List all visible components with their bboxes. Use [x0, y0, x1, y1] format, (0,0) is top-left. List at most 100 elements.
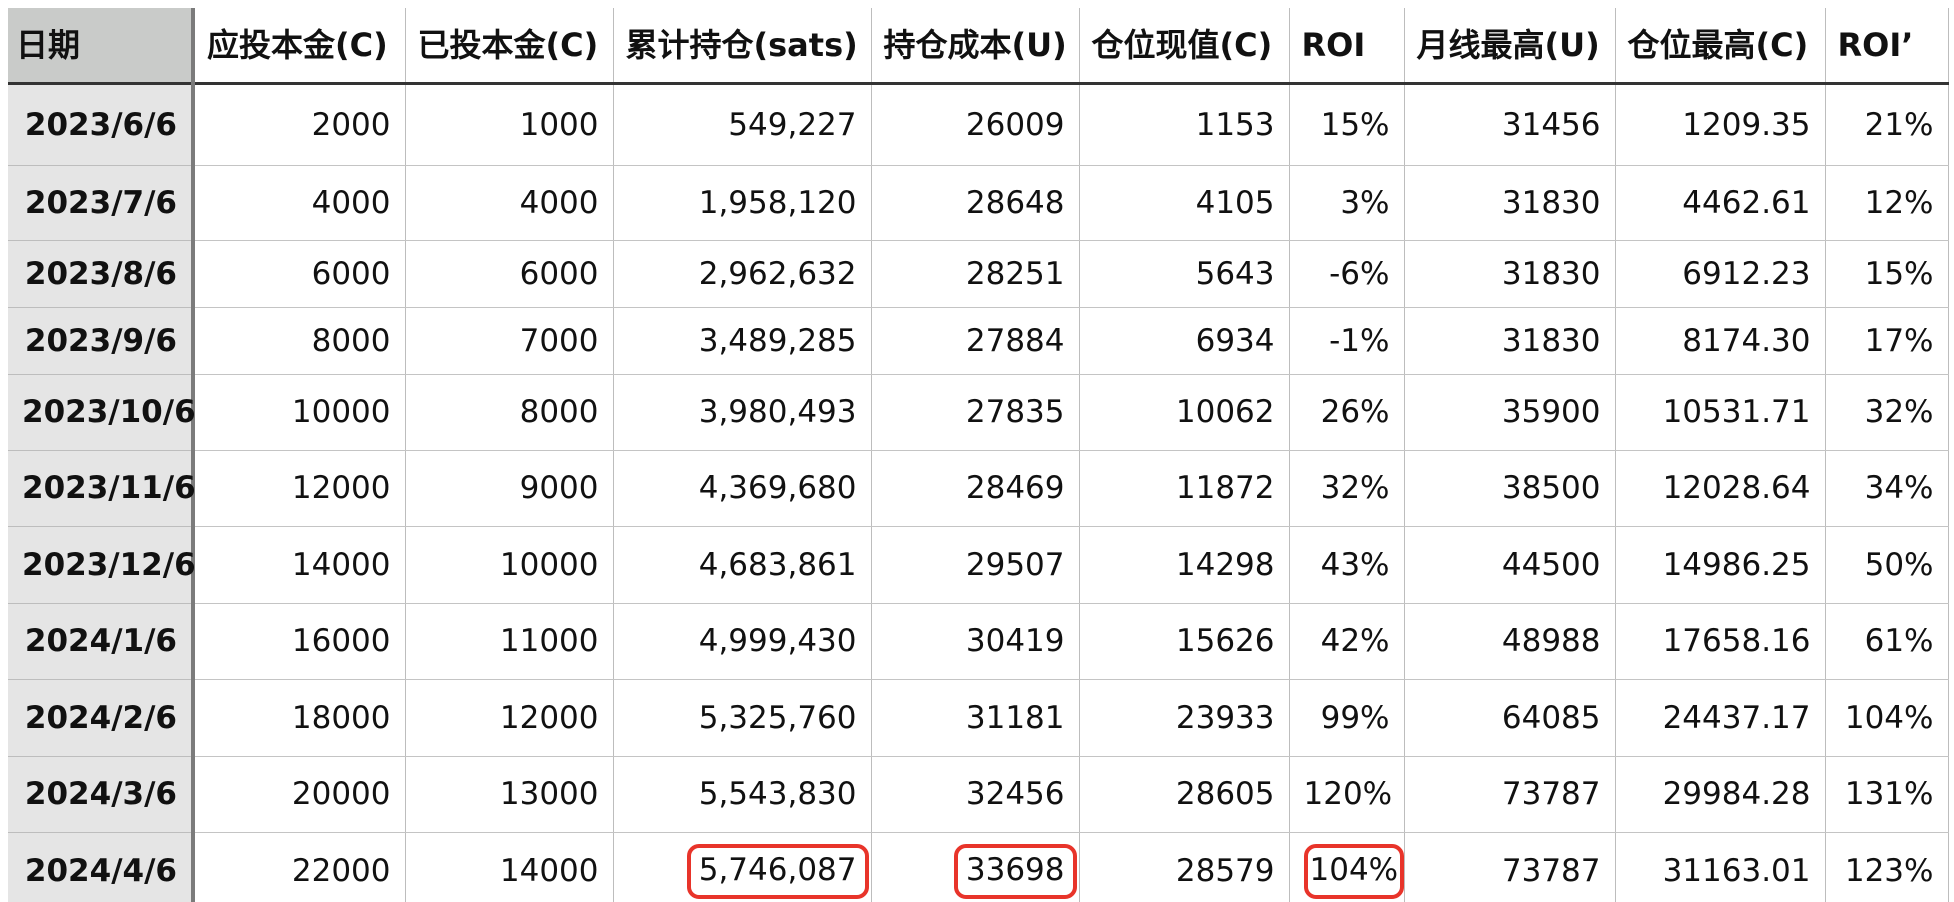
cell-roi-prime[interactable]: 17% [1825, 307, 1949, 375]
cell-monthly-high[interactable]: 44500 [1404, 526, 1616, 604]
cell-roi[interactable]: -6% [1289, 240, 1405, 308]
cell-holding-cost[interactable]: 28648 [871, 165, 1080, 241]
cell-monthly-high[interactable]: 64085 [1404, 679, 1616, 757]
cell-position-high[interactable]: 12028.64 [1615, 450, 1826, 527]
cell-monthly-high[interactable]: 31830 [1404, 165, 1616, 241]
cell-roi-prime[interactable]: 61% [1825, 603, 1949, 680]
cell-planned-principal[interactable]: 18000 [193, 679, 406, 757]
cell-accumulated-holdings[interactable]: 3,489,285 [613, 307, 872, 375]
cell-invested-principal[interactable]: 10000 [405, 526, 614, 604]
date-cell[interactable]: 2024/4/6 [8, 832, 195, 902]
cell-position-value[interactable]: 5643 [1079, 240, 1290, 308]
cell-roi[interactable]: 99% [1289, 679, 1405, 757]
cell-roi[interactable]: 32% [1289, 450, 1405, 527]
cell-position-high[interactable]: 24437.17 [1615, 679, 1826, 757]
cell-invested-principal[interactable]: 6000 [405, 240, 614, 308]
cell-invested-principal[interactable]: 7000 [405, 307, 614, 375]
cell-roi[interactable]: 42% [1289, 603, 1405, 680]
cell-position-high[interactable]: 10531.71 [1615, 374, 1826, 451]
cell-roi-prime[interactable]: 123% [1825, 832, 1949, 902]
cell-holding-cost[interactable]: 30419 [871, 603, 1080, 680]
date-cell[interactable]: 2024/3/6 [8, 756, 195, 833]
cell-accumulated-holdings[interactable]: 549,227 [613, 83, 872, 166]
cell-position-high[interactable]: 8174.30 [1615, 307, 1826, 375]
cell-position-value[interactable]: 6934 [1079, 307, 1290, 375]
cell-accumulated-holdings[interactable]: 2,962,632 [613, 240, 872, 308]
cell-invested-principal[interactable]: 8000 [405, 374, 614, 451]
cell-holding-cost[interactable]: 33698 [871, 832, 1080, 902]
header-accumulated-holdings[interactable]: 累计持仓(sats) [613, 8, 872, 85]
cell-invested-principal[interactable]: 14000 [405, 832, 614, 902]
date-cell[interactable]: 2024/2/6 [8, 679, 195, 757]
cell-position-high[interactable]: 1209.35 [1615, 83, 1826, 166]
cell-monthly-high[interactable]: 31830 [1404, 240, 1616, 308]
cell-roi-prime[interactable]: 15% [1825, 240, 1949, 308]
cell-position-high[interactable]: 31163.01 [1615, 832, 1826, 902]
cell-monthly-high[interactable]: 35900 [1404, 374, 1616, 451]
cell-holding-cost[interactable]: 28251 [871, 240, 1080, 308]
cell-planned-principal[interactable]: 6000 [193, 240, 406, 308]
header-roi[interactable]: ROI [1289, 8, 1405, 85]
cell-roi[interactable]: 43% [1289, 526, 1405, 604]
cell-accumulated-holdings[interactable]: 5,325,760 [613, 679, 872, 757]
cell-holding-cost[interactable]: 27884 [871, 307, 1080, 375]
cell-roi-prime[interactable]: 21% [1825, 83, 1949, 166]
cell-accumulated-holdings[interactable]: 1,958,120 [613, 165, 872, 241]
header-invested-principal[interactable]: 已投本金(C) [405, 8, 614, 85]
cell-planned-principal[interactable]: 10000 [193, 374, 406, 451]
cell-position-high[interactable]: 17658.16 [1615, 603, 1826, 680]
cell-accumulated-holdings[interactable]: 4,683,861 [613, 526, 872, 604]
header-roi-prime[interactable]: ROI’ [1825, 8, 1949, 85]
cell-accumulated-holdings[interactable]: 4,369,680 [613, 450, 872, 527]
cell-accumulated-holdings[interactable]: 5,543,830 [613, 756, 872, 833]
date-cell[interactable]: 2023/7/6 [8, 165, 195, 241]
header-position-high[interactable]: 仓位最高(C) [1615, 8, 1826, 85]
cell-planned-principal[interactable]: 22000 [193, 832, 406, 902]
cell-accumulated-holdings[interactable]: 4,999,430 [613, 603, 872, 680]
cell-roi-prime[interactable]: 104% [1825, 679, 1949, 757]
cell-planned-principal[interactable]: 2000 [193, 83, 406, 166]
cell-roi-prime[interactable]: 12% [1825, 165, 1949, 241]
cell-roi-prime[interactable]: 50% [1825, 526, 1949, 604]
cell-accumulated-holdings[interactable]: 3,980,493 [613, 374, 872, 451]
cell-roi[interactable]: 15% [1289, 83, 1405, 166]
cell-position-value[interactable]: 11872 [1079, 450, 1290, 527]
date-cell[interactable]: 2024/1/6 [8, 603, 195, 680]
cell-position-value[interactable]: 28579 [1079, 832, 1290, 902]
cell-roi[interactable]: -1% [1289, 307, 1405, 375]
cell-roi-prime[interactable]: 32% [1825, 374, 1949, 451]
cell-holding-cost[interactable]: 32456 [871, 756, 1080, 833]
cell-position-value[interactable]: 23933 [1079, 679, 1290, 757]
cell-planned-principal[interactable]: 20000 [193, 756, 406, 833]
date-cell[interactable]: 2023/11/6 [8, 450, 196, 527]
cell-holding-cost[interactable]: 31181 [871, 679, 1080, 757]
header-monthly-high[interactable]: 月线最高(U) [1404, 8, 1616, 85]
date-cell[interactable]: 2023/10/6 [8, 374, 196, 451]
cell-position-high[interactable]: 29984.28 [1615, 756, 1826, 833]
cell-position-value[interactable]: 28605 [1079, 756, 1290, 833]
cell-monthly-high[interactable]: 31830 [1404, 307, 1616, 375]
cell-holding-cost[interactable]: 29507 [871, 526, 1080, 604]
cell-holding-cost[interactable]: 27835 [871, 374, 1080, 451]
header-holding-cost[interactable]: 持仓成本(U) [871, 8, 1080, 85]
cell-position-value[interactable]: 1153 [1079, 83, 1290, 166]
cell-invested-principal[interactable]: 1000 [405, 83, 614, 166]
cell-invested-principal[interactable]: 11000 [405, 603, 614, 680]
cell-roi-prime[interactable]: 34% [1825, 450, 1949, 527]
cell-planned-principal[interactable]: 4000 [193, 165, 406, 241]
cell-monthly-high[interactable]: 48988 [1404, 603, 1616, 680]
cell-monthly-high[interactable]: 73787 [1404, 832, 1616, 902]
cell-roi[interactable]: 3% [1289, 165, 1405, 241]
date-cell[interactable]: 2023/12/6 [8, 526, 196, 604]
cell-position-value[interactable]: 14298 [1079, 526, 1290, 604]
cell-roi-prime[interactable]: 131% [1825, 756, 1949, 833]
cell-planned-principal[interactable]: 12000 [193, 450, 406, 527]
cell-position-high[interactable]: 4462.61 [1615, 165, 1826, 241]
cell-invested-principal[interactable]: 13000 [405, 756, 614, 833]
cell-position-value[interactable]: 15626 [1079, 603, 1290, 680]
cell-roi[interactable]: 26% [1289, 374, 1405, 451]
cell-position-high[interactable]: 14986.25 [1615, 526, 1826, 604]
cell-planned-principal[interactable]: 8000 [193, 307, 406, 375]
cell-invested-principal[interactable]: 12000 [405, 679, 614, 757]
cell-accumulated-holdings[interactable]: 5,746,087 [613, 832, 872, 902]
